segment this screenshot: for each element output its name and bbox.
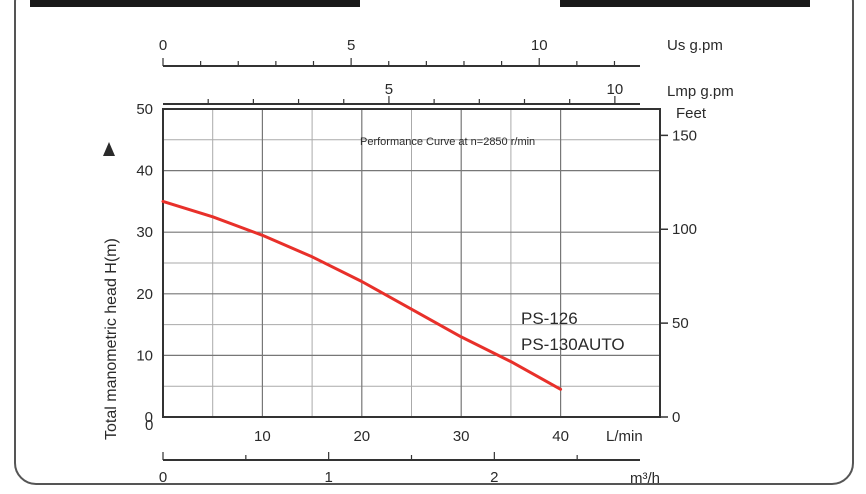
m3h-tick-label: 0 <box>159 469 167 486</box>
model-label-ps126: PS-126 <box>521 309 578 328</box>
right-axis-tick-label: 150 <box>672 127 697 144</box>
bottom-axis-tick-label: 20 <box>353 428 370 445</box>
left-axis-tick-label: 50 <box>136 101 153 118</box>
y-axis-title-group: Total manometric head H(m) <box>103 142 120 440</box>
us-gpm-unit-label: Us g.pm <box>667 37 723 54</box>
plot-border <box>162 108 661 418</box>
m3h-scale: 0 1 2 m³/h <box>159 452 660 487</box>
chart-frame <box>14 0 854 485</box>
header-text-fragment-left <box>30 0 360 7</box>
plot-area: 0 10 20 30 40 50 0 50 100 150 0 10 20 30 40 Feet L/m… <box>136 101 707 445</box>
us-gpm-tick-label: 10 <box>531 37 548 54</box>
left-axis-tick-label: 20 <box>136 286 153 303</box>
lmp-gpm-tick-label: 5 <box>385 81 393 98</box>
left-axis-tick-label: 30 <box>136 224 153 241</box>
m3h-unit-label: m³/h <box>630 470 660 487</box>
feet-unit-label: Feet <box>676 105 707 122</box>
performance-curve-line <box>161 199 563 391</box>
header-text-fragment-right <box>560 0 810 7</box>
right-axis-tick-label: 50 <box>672 315 689 332</box>
chart-title: Performance Curve at n=2850 r/min <box>360 136 535 148</box>
left-axis-tick-label: 10 <box>136 347 153 364</box>
left-axis-tick-label: 40 <box>136 163 153 180</box>
lmp-gpm-scale: 5 10 Lmp g.pm <box>163 81 734 105</box>
lmp-gpm-unit-label: Lmp g.pm <box>667 83 734 100</box>
model-label-ps130auto: PS-130AUTO <box>521 335 625 354</box>
bottom-axis-tick-label: 0 <box>145 417 153 434</box>
m3h-tick-label: 1 <box>324 469 332 486</box>
bottom-axis-tick-label: 40 <box>552 428 569 445</box>
lmin-unit-label: L/min <box>606 428 643 445</box>
m3h-tick-label: 2 <box>490 469 498 486</box>
us-gpm-tick-label: 5 <box>347 37 355 54</box>
right-axis-tick-label: 100 <box>672 221 697 238</box>
bottom-axis-tick-label: 30 <box>453 428 470 445</box>
y-axis-arrow-icon <box>103 142 115 156</box>
lmp-gpm-tick-label: 10 <box>607 81 624 98</box>
bottom-axis-tick-label: 10 <box>254 428 271 445</box>
left-axis-tick-label: 0 <box>145 409 153 426</box>
right-axis-tick-label: 0 <box>672 409 680 426</box>
y-axis-title: Total manometric head H(m) <box>103 238 120 440</box>
us-gpm-tick-label: 0 <box>159 37 167 54</box>
us-gpm-scale: 0 5 10 Us g.pm <box>159 37 723 67</box>
